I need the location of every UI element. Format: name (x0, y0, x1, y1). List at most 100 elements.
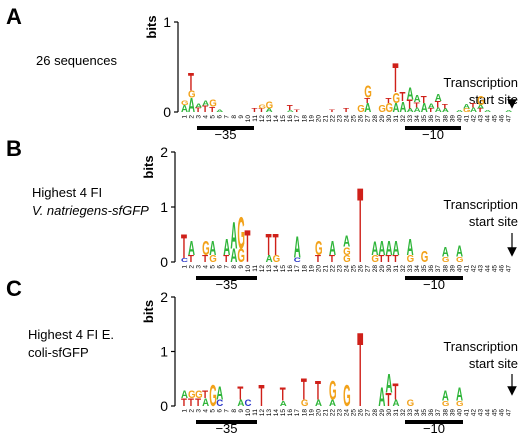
logo-position-label: 45 (492, 265, 499, 273)
logo-y-tick-label: 0 (160, 398, 168, 414)
logo-letter-t: T (442, 103, 448, 110)
logo-position-label: 20 (315, 115, 322, 123)
promoter-box-bar (197, 126, 254, 130)
promoter-box-label: −35 (215, 277, 237, 292)
logo-position-label: 5 (210, 115, 217, 119)
panel-b-tss-label: Transcription start site (424, 196, 518, 230)
logo-letter-t: T (181, 396, 187, 409)
logo-position-label: 41 (463, 409, 470, 417)
logo-y-axis-label: bits (141, 155, 156, 178)
logo-letter-g: G (421, 248, 429, 266)
logo-letter-a: A (385, 370, 392, 399)
logo-position-label: 2 (188, 409, 195, 413)
promoter-box-bar (405, 420, 463, 424)
logo-letter-a: A (280, 399, 288, 408)
logo-letter-a: A (435, 107, 442, 114)
promoter-box-bar (196, 420, 257, 424)
logo-letter-t: T (195, 396, 201, 409)
logo-letter-a: A (188, 237, 195, 260)
logo-position-label: 36 (428, 409, 435, 417)
logo-letter-t: T (223, 254, 229, 265)
logo-letter-g: G (209, 379, 217, 413)
logo-letter-t: T (188, 396, 194, 409)
logo-letter-a: A (216, 108, 224, 113)
logo-position-label: 40 (456, 409, 463, 417)
promoter-box-label: −35 (214, 127, 236, 142)
logo-letter-t: T (188, 254, 194, 265)
logo-letter-a: A (421, 102, 428, 115)
panel-a-tss-line-2: start site (468, 92, 518, 107)
logo-letter-a: A (442, 244, 449, 260)
logo-y-tick-label: 1 (160, 199, 168, 215)
logo-position-label: 16 (287, 409, 294, 417)
logo-y-axis-label: bits (144, 15, 159, 38)
logo-position-label: 26 (358, 265, 365, 273)
logo-position-label: 15 (280, 115, 287, 123)
logo-position-label: 22 (329, 409, 336, 417)
logo-letter-t: T (400, 91, 406, 104)
logo-position-label: 3 (196, 265, 203, 269)
logo-position-label: 24 (344, 115, 351, 123)
logo-letter-g: G (477, 95, 485, 108)
logo-letter-g: G (407, 254, 415, 265)
logo-position-label: 18 (301, 265, 308, 273)
logo-letter-a: A (442, 107, 450, 113)
logo-letter-t: T (266, 227, 272, 262)
logo-position-label: 31 (393, 265, 400, 273)
logo-position-label: 25 (351, 265, 358, 273)
logo-position-label: 24 (344, 265, 351, 273)
logo-position-label: 25 (351, 115, 358, 123)
logo-position-label: 27 (365, 265, 372, 273)
logo-letter-a: A (237, 397, 244, 408)
logo-position-label: 38 (442, 409, 449, 417)
logo-position-label: 13 (266, 115, 273, 123)
logo-letter-t: T (414, 101, 421, 110)
logo-position-label: 19 (308, 115, 315, 123)
logo-position-label: 23 (337, 115, 344, 123)
logo-position-label: 23 (337, 409, 344, 417)
logo-position-label: 5 (210, 265, 217, 269)
logo-letter-t: T (357, 166, 363, 286)
logo-position-label: 4 (203, 115, 210, 119)
logo-letter-g: G (266, 100, 274, 111)
logo-position-label: 11 (252, 265, 259, 272)
logo-letter-a: A (294, 229, 301, 264)
logo-position-label: 10 (245, 409, 252, 417)
panel-c-tss-line-1: Transcription (443, 339, 518, 354)
promoter-box-bar (196, 276, 257, 280)
logo-position-label: 1 (181, 115, 188, 119)
logo-letter-t: T (202, 104, 208, 113)
logo-letter-g: G (209, 98, 217, 109)
logo-position-label: 11 (252, 115, 259, 122)
logo-position-label: 34 (414, 115, 421, 123)
logo-position-label: 9 (238, 409, 245, 413)
logo-position-label: 5 (210, 409, 217, 413)
panel-c-tss-label: Transcription start site (424, 338, 518, 372)
logo-letter-g: G (188, 388, 196, 401)
logo-letter-g: G (301, 397, 309, 408)
logo-letter-g: G (237, 246, 245, 267)
logo-letter-t: T (470, 102, 476, 109)
logo-letter-t: T (329, 254, 335, 265)
logo-position-label: 13 (266, 409, 273, 417)
logo-letter-c: C (216, 397, 223, 408)
logo-letter-t: T (244, 222, 250, 273)
logo-letter-a: A (195, 103, 203, 109)
logo-position-label: 3 (196, 409, 203, 413)
logo-letter-t: T (287, 103, 294, 112)
logo-letter-a: A (209, 237, 216, 260)
logo-letter-g: G (357, 104, 365, 115)
logo-letter-a: A (216, 383, 223, 404)
logo-letter-a: A (329, 237, 336, 260)
logo-position-label: 1 (181, 265, 188, 269)
logo-letter-g: G (371, 254, 379, 265)
logo-y-tick-label: 1 (163, 14, 171, 30)
logo-position-label: 38 (442, 265, 449, 273)
logo-letter-a: A (477, 104, 485, 110)
logo-position-label: 41 (463, 115, 470, 123)
logo-position-label: 47 (506, 409, 513, 417)
logo-position-label: 15 (280, 265, 287, 273)
promoter-box-label: −10 (423, 277, 445, 292)
logo-position-label: 22 (329, 265, 336, 273)
logo-position-label: 25 (351, 409, 358, 417)
